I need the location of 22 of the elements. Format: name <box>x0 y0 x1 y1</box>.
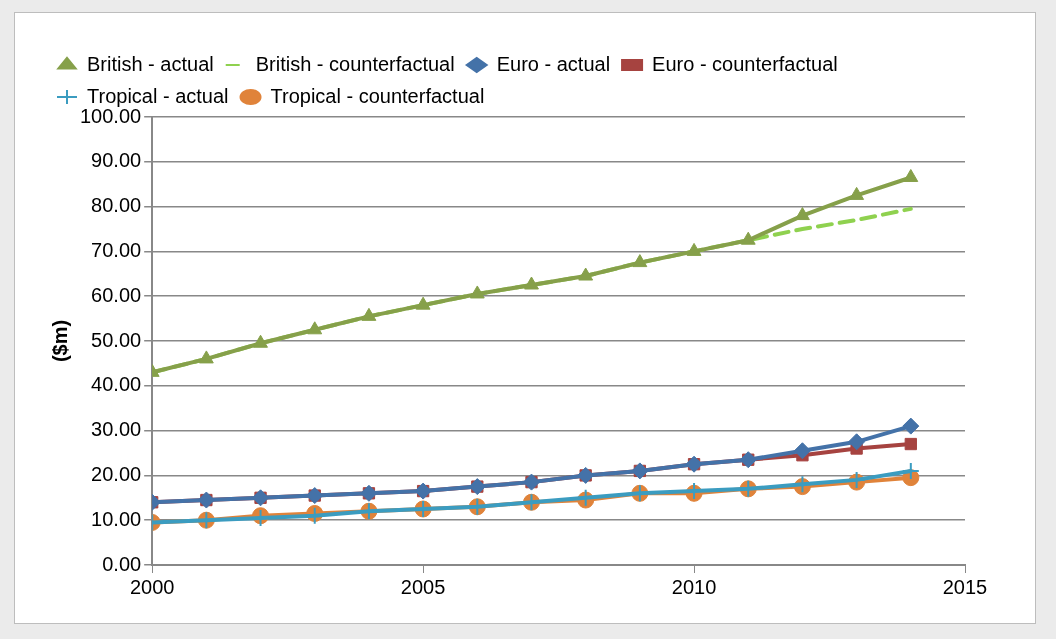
legend-label: Tropical - actual <box>87 84 229 107</box>
x-tick-label: 2000 <box>129 575 175 598</box>
legend-label: British - actual <box>87 52 214 75</box>
y-tick-label: 20.00 <box>91 462 142 485</box>
x-tick-label: 2005 <box>400 575 446 598</box>
legend-label: Euro - actual <box>496 52 611 75</box>
x-tick-label: 2010 <box>671 575 717 598</box>
legend-label: British - counterfactual <box>255 52 455 75</box>
y-axis-title: ($m) <box>48 319 71 363</box>
y-tick-label: 40.00 <box>91 373 142 396</box>
y-tick-label: 80.00 <box>91 194 142 217</box>
chart-frame: ($m) British - actual British - counterfactual Euro - actual Euro - counterfactual Tropical - actual Tropical - counterfactual 2000 2005 2010 2015 0.00 10.00 20.00 30.00 40.00 50.00 60.00 70.00 80.00 90.00 100.00 <box>14 12 1036 624</box>
y-tick-label: 30.00 <box>91 418 142 441</box>
y-tick-label: 90.00 <box>91 149 142 172</box>
y-tick-label: 10.00 <box>91 507 142 530</box>
legend-label: Tropical - counterfactual <box>270 84 485 107</box>
legend-label: Euro - counterfactual <box>652 52 838 75</box>
y-tick-label: 60.00 <box>91 283 142 306</box>
x-tick-label: 2015 <box>942 575 988 598</box>
y-tick-label: 0.00 <box>102 552 142 575</box>
y-tick-label: 70.00 <box>91 238 142 261</box>
y-tick-label: 50.00 <box>91 328 142 351</box>
